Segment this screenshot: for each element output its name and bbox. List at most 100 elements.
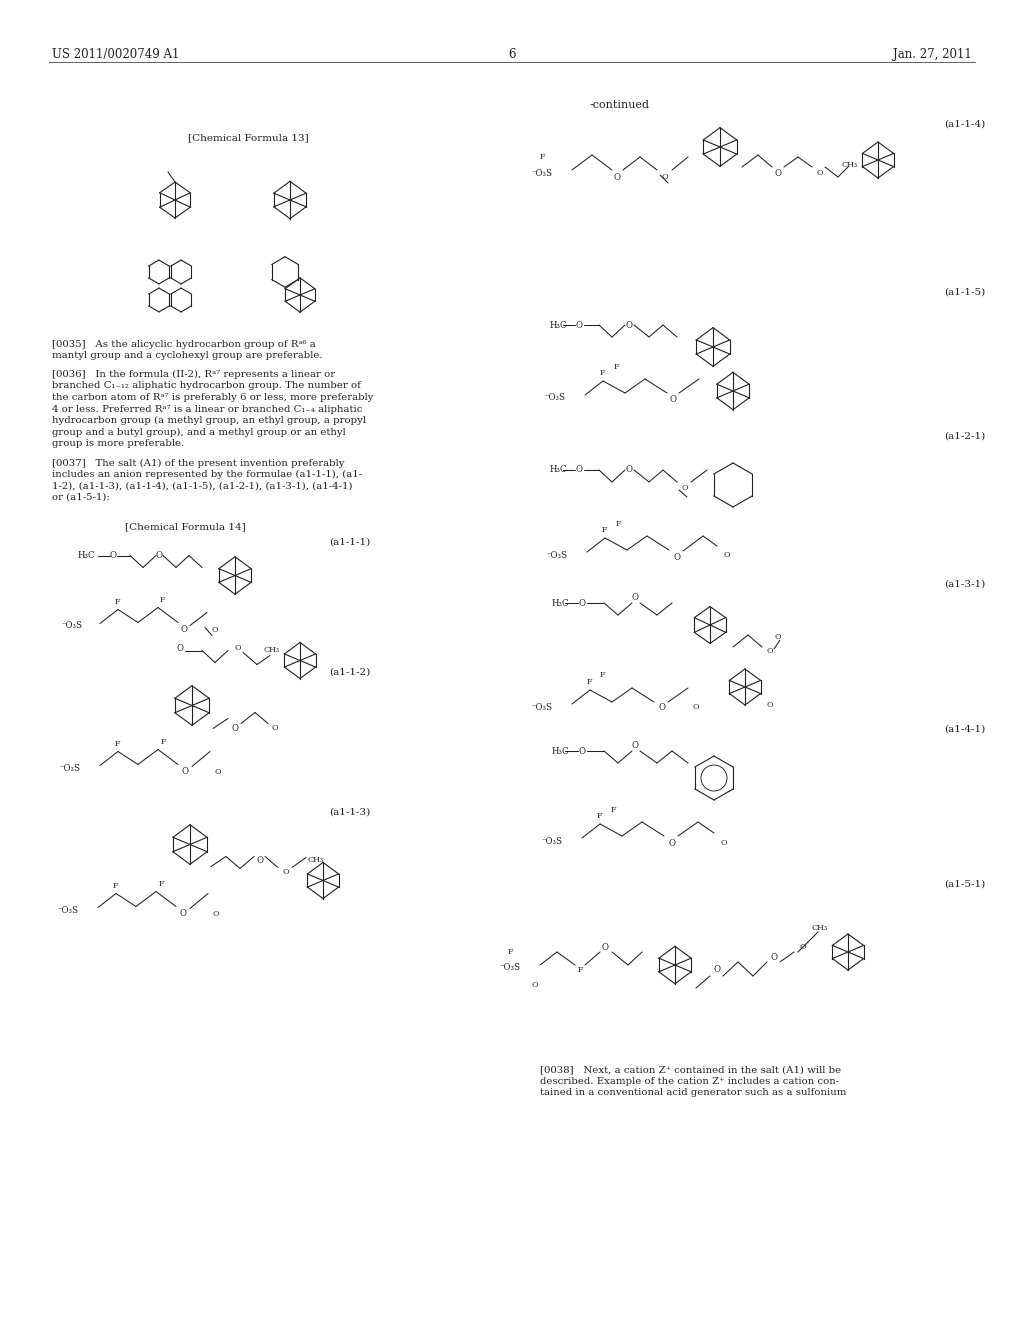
Text: or (a1-5-1):: or (a1-5-1): [52, 492, 110, 502]
Text: branched C₁₋₁₂ aliphatic hydrocarbon group. The number of: branched C₁₋₁₂ aliphatic hydrocarbon gro… [52, 381, 360, 391]
Text: [Chemical Formula 13]: [Chemical Formula 13] [187, 133, 308, 143]
Text: includes an anion represented by the formulae (a1-1-1), (a1-: includes an anion represented by the for… [52, 470, 362, 479]
Text: F: F [507, 948, 513, 956]
Text: O: O [213, 909, 219, 917]
Text: O: O [256, 855, 263, 865]
Text: (a1-3-1): (a1-3-1) [944, 579, 985, 589]
Text: O: O [579, 598, 586, 607]
Text: O: O [724, 550, 730, 558]
Text: [0038]   Next, a cation Z⁺ contained in the salt (A1) will be: [0038] Next, a cation Z⁺ contained in th… [540, 1065, 841, 1074]
Text: O: O [800, 942, 806, 950]
Text: Jan. 27, 2011: Jan. 27, 2011 [893, 48, 972, 61]
Text: F: F [601, 525, 607, 535]
Text: CH₃: CH₃ [842, 161, 858, 169]
Text: F: F [578, 966, 583, 974]
Text: O: O [234, 644, 242, 652]
Text: O: O [176, 644, 183, 653]
Text: (a1-1-1): (a1-1-1) [329, 537, 370, 546]
Text: (a1-1-3): (a1-1-3) [329, 808, 370, 817]
Text: O: O [817, 169, 823, 177]
Text: O: O [156, 550, 163, 560]
Text: O: O [682, 484, 688, 492]
Text: O: O [669, 838, 676, 847]
Text: group and a butyl group), and a methyl group or an ethyl: group and a butyl group), and a methyl g… [52, 428, 346, 437]
Text: (a1-1-4): (a1-1-4) [944, 120, 985, 129]
Text: ⁻O₃S: ⁻O₃S [57, 906, 78, 915]
Text: O: O [579, 747, 586, 755]
Text: O: O [774, 169, 781, 177]
Text: the carbon atom of Rᵃ⁷ is preferably 6 or less, more preferably: the carbon atom of Rᵃ⁷ is preferably 6 o… [52, 393, 374, 403]
Text: (a1-2-1): (a1-2-1) [944, 432, 985, 441]
Text: F: F [599, 671, 605, 678]
Text: CH₃: CH₃ [812, 924, 828, 932]
Text: described. Example of the cation Z⁺ includes a cation con-: described. Example of the cation Z⁺ incl… [540, 1077, 839, 1085]
Text: O: O [775, 634, 781, 642]
Text: ⁻O₃S: ⁻O₃S [541, 837, 562, 846]
Text: tained in a conventional acid generator such as a sulfonium: tained in a conventional acid generator … [540, 1088, 847, 1097]
Text: O: O [626, 466, 633, 474]
Text: F: F [115, 739, 120, 747]
Text: O: O [692, 704, 699, 711]
Text: F: F [113, 882, 118, 890]
Text: O: O [180, 624, 187, 634]
Text: F: F [159, 879, 164, 887]
Text: O: O [767, 701, 773, 709]
Text: O: O [212, 626, 218, 634]
Text: H₃C: H₃C [552, 598, 569, 607]
Text: F: F [587, 678, 592, 686]
Text: ⁻O₃S: ⁻O₃S [531, 702, 552, 711]
Text: (a1-5-1): (a1-5-1) [944, 880, 985, 888]
Text: O: O [626, 321, 633, 330]
Text: ⁻O₃S: ⁻O₃S [546, 550, 567, 560]
Text: O: O [613, 173, 621, 181]
Text: O: O [531, 981, 539, 989]
Text: O: O [632, 593, 639, 602]
Text: O: O [658, 704, 666, 713]
Text: F: F [160, 738, 166, 746]
Text: (a1-4-1): (a1-4-1) [944, 725, 985, 734]
Text: O: O [662, 173, 669, 181]
Text: [0036]   In the formula (II-2), Rᵃ⁷ represents a linear or: [0036] In the formula (II-2), Rᵃ⁷ repres… [52, 370, 335, 379]
Text: 4 or less. Preferred Rᵃ⁷ is a linear or branched C₁₋₄ aliphatic: 4 or less. Preferred Rᵃ⁷ is a linear or … [52, 404, 362, 413]
Text: F: F [615, 520, 621, 528]
Text: F: F [599, 370, 605, 378]
Text: O: O [181, 767, 188, 776]
Text: O: O [674, 553, 681, 561]
Text: hydrocarbon group (a methyl group, an ethyl group, a propyl: hydrocarbon group (a methyl group, an et… [52, 416, 366, 425]
Text: O: O [575, 321, 583, 330]
Text: [0037]   The salt (A1) of the present invention preferably: [0037] The salt (A1) of the present inve… [52, 458, 344, 467]
Text: 6: 6 [508, 48, 516, 61]
Text: CH₃: CH₃ [308, 857, 324, 865]
Text: US 2011/0020749 A1: US 2011/0020749 A1 [52, 48, 179, 61]
Text: CH₃: CH₃ [264, 647, 280, 655]
Text: O: O [215, 767, 221, 776]
Text: O: O [231, 723, 239, 733]
Text: (a1-1-5): (a1-1-5) [944, 288, 985, 297]
Text: O: O [179, 909, 186, 917]
Text: O: O [767, 647, 773, 655]
Text: group is more preferable.: group is more preferable. [52, 440, 184, 447]
Text: ⁻O₃S: ⁻O₃S [531, 169, 552, 177]
Text: (a1-1-2): (a1-1-2) [329, 668, 370, 676]
Text: [Chemical Formula 14]: [Chemical Formula 14] [125, 523, 246, 532]
Text: F: F [540, 153, 545, 161]
Text: ⁻O₃S: ⁻O₃S [61, 620, 82, 630]
Text: O: O [632, 741, 639, 750]
Text: F: F [610, 807, 615, 814]
Text: O: O [271, 725, 279, 733]
Text: O: O [110, 550, 117, 560]
Text: H₃C: H₃C [550, 466, 567, 474]
Text: ⁻O₃S: ⁻O₃S [59, 764, 80, 774]
Text: 1-2), (a1-1-3), (a1-1-4), (a1-1-5), (a1-2-1), (a1-3-1), (a1-4-1): 1-2), (a1-1-3), (a1-1-4), (a1-1-5), (a1-… [52, 482, 352, 491]
Text: ⁻O₃S: ⁻O₃S [499, 964, 520, 973]
Text: O: O [575, 466, 583, 474]
Text: O: O [601, 942, 608, 952]
Text: O: O [283, 869, 290, 876]
Text: mantyl group and a cyclohexyl group are preferable.: mantyl group and a cyclohexyl group are … [52, 351, 323, 360]
Text: O: O [714, 965, 721, 974]
Text: H₃C: H₃C [78, 550, 95, 560]
Text: H₃C: H₃C [552, 747, 569, 755]
Text: O: O [770, 953, 777, 961]
Text: H₃C: H₃C [550, 321, 567, 330]
Text: F: F [613, 363, 618, 371]
